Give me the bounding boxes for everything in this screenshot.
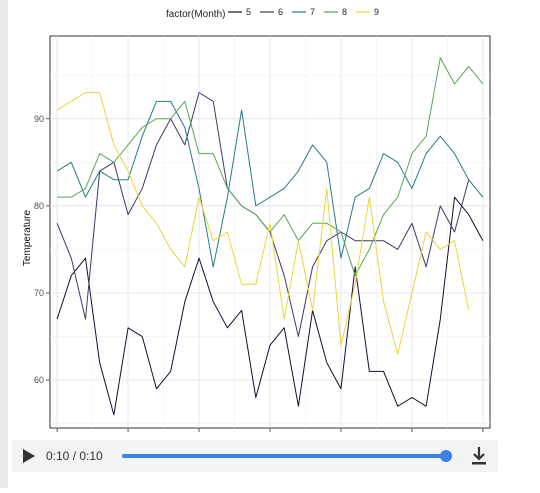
series-line-7 — [56, 100, 484, 268]
y-tick-label: 90 — [34, 114, 44, 124]
window-left-edge — [0, 0, 8, 488]
time-display: 0:10 / 0:10 — [46, 449, 103, 463]
download-icon — [472, 447, 486, 465]
y-tick-label: 80 — [34, 201, 44, 211]
play-button[interactable] — [22, 448, 36, 464]
legend: factor(Month) 5 6 7 8 9 — [166, 7, 379, 20]
progress-thumb[interactable] — [440, 450, 452, 462]
y-tick-label: 70 — [34, 288, 44, 298]
progress-fill — [122, 454, 446, 458]
legend-label-7: 7 — [310, 7, 315, 17]
legend-label-6: 6 — [278, 7, 283, 17]
y-tick-label: 60 — [34, 375, 44, 385]
series-line-8 — [57, 57, 484, 277]
media-player: 0:10 / 0:10 — [12, 440, 498, 472]
legend-label-9: 9 — [374, 7, 379, 17]
series-line-5 — [56, 196, 484, 416]
series-line-9 — [56, 92, 470, 355]
legend-title: factor(Month) — [166, 9, 225, 20]
y-axis-label: Temperature — [22, 209, 33, 266]
download-button[interactable] — [470, 446, 488, 466]
legend-label-5: 5 — [246, 7, 251, 17]
play-icon — [23, 449, 35, 463]
legend-label-8: 8 — [342, 7, 347, 17]
progress-track[interactable] — [122, 450, 452, 462]
